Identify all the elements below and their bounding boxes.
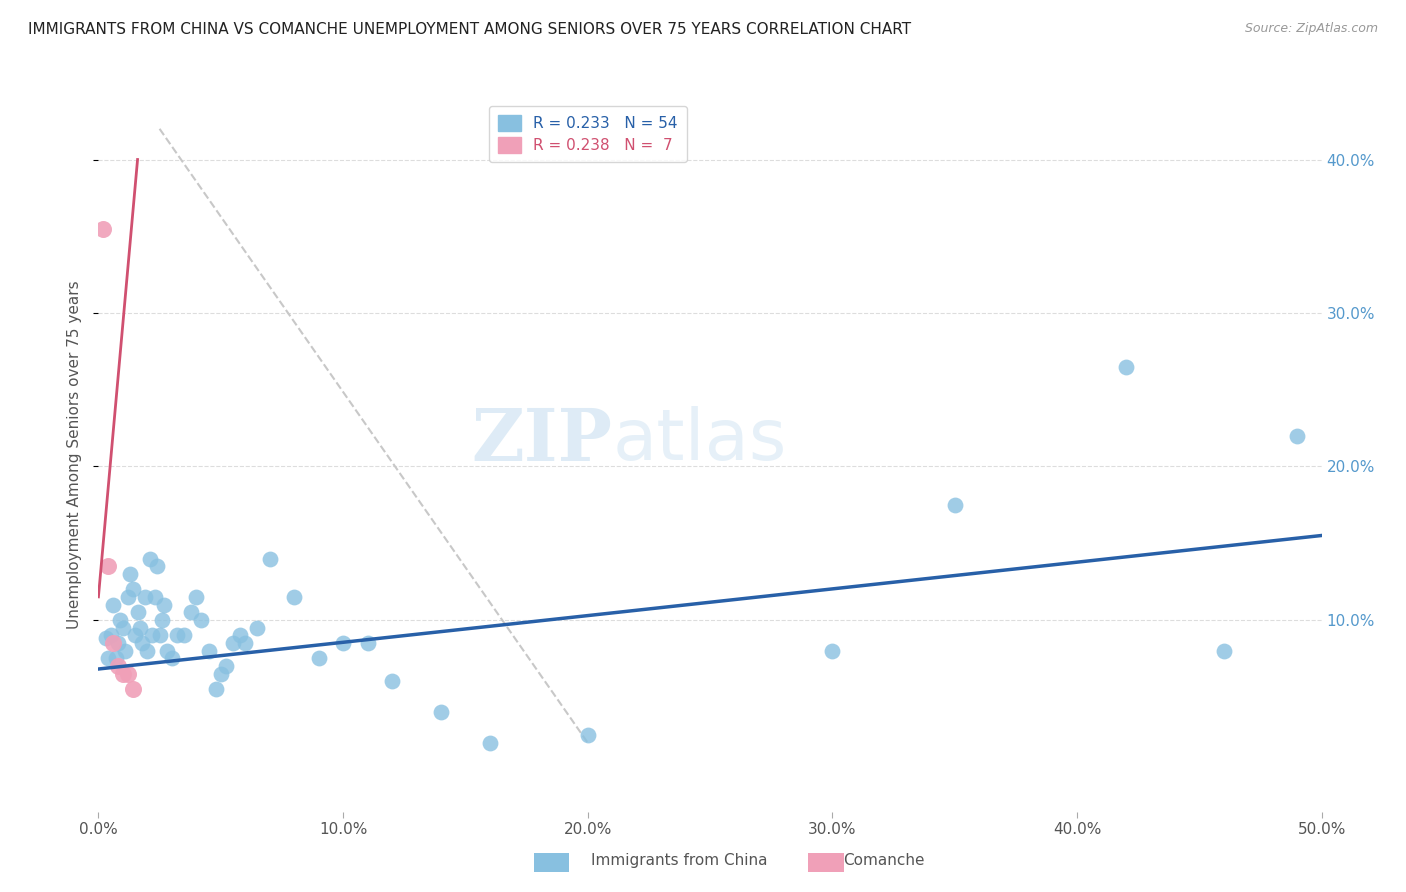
Point (1286, 428, 1309, 442)
Point (120, 566, 142, 581)
Text: Immigrants from China: Immigrants from China (591, 854, 768, 868)
Point (111, 666, 134, 681)
Point (121, 582, 143, 597)
Point (131, 636, 153, 650)
Point (1115, 359, 1137, 374)
Point (97, 559, 120, 574)
Point (205, 681, 228, 696)
Point (430, 705, 453, 719)
Point (97, 651, 120, 665)
Point (146, 559, 169, 574)
Point (134, 590, 156, 604)
Point (149, 628, 172, 642)
Point (259, 551, 281, 566)
Point (91, 221, 114, 235)
Point (139, 551, 162, 566)
Point (209, 666, 232, 681)
Point (129, 621, 152, 635)
Point (166, 628, 188, 642)
Text: ZIP: ZIP (471, 405, 612, 476)
Point (381, 674, 404, 689)
Point (100, 628, 122, 642)
Point (136, 643, 159, 657)
Point (197, 643, 219, 657)
Text: Comanche: Comanche (844, 854, 925, 868)
Text: atlas: atlas (612, 406, 786, 475)
Point (222, 636, 245, 650)
Point (111, 621, 134, 635)
Point (478, 736, 501, 750)
Point (107, 636, 129, 650)
Point (156, 643, 179, 657)
Point (283, 590, 305, 604)
Point (943, 498, 966, 512)
Point (1212, 643, 1234, 657)
Point (101, 636, 124, 650)
Legend: R = 0.233   N = 54, R = 0.238   N =  7: R = 0.233 N = 54, R = 0.238 N = 7 (489, 106, 686, 162)
Point (117, 590, 139, 604)
Point (173, 628, 195, 642)
Point (121, 681, 143, 696)
Point (101, 598, 124, 612)
Point (153, 598, 176, 612)
Point (356, 636, 378, 650)
Point (190, 613, 212, 627)
Point (160, 651, 183, 665)
Point (124, 628, 146, 642)
Point (104, 651, 127, 665)
Y-axis label: Unemployment Among Seniors over 75 years: Unemployment Among Seniors over 75 years (67, 281, 83, 629)
Point (214, 659, 236, 673)
Point (114, 643, 136, 657)
Point (186, 590, 208, 604)
Point (150, 613, 173, 627)
Point (143, 590, 166, 604)
Point (576, 728, 599, 742)
Point (127, 605, 149, 619)
Point (180, 605, 202, 619)
Point (246, 621, 269, 635)
Point (141, 628, 163, 642)
Point (107, 659, 129, 673)
Point (233, 636, 256, 650)
Text: Source: ZipAtlas.com: Source: ZipAtlas.com (1244, 22, 1378, 36)
Point (229, 628, 252, 642)
Point (332, 636, 354, 650)
Point (308, 651, 330, 665)
Point (110, 613, 132, 627)
Text: IMMIGRANTS FROM CHINA VS COMANCHE UNEMPLOYMENT AMONG SENIORS OVER 75 YEARS CORRE: IMMIGRANTS FROM CHINA VS COMANCHE UNEMPL… (28, 22, 911, 37)
Point (117, 666, 139, 681)
Point (821, 643, 844, 657)
Point (94, 632, 117, 646)
